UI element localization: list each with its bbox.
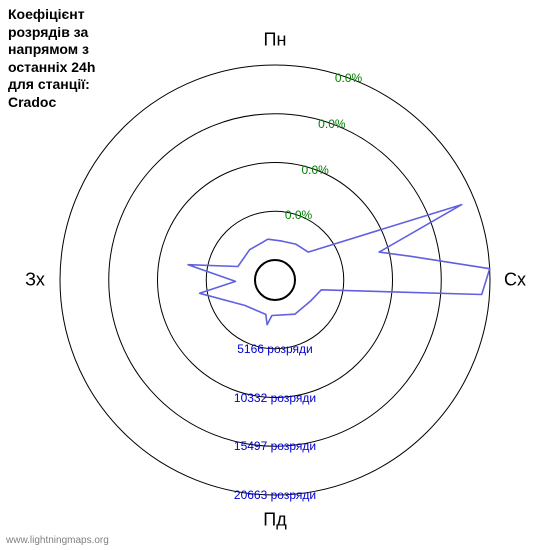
percent-label: 0.0% <box>335 71 362 85</box>
percent-label: 0.0% <box>318 117 345 131</box>
count-label: 15497 розряди <box>234 439 316 453</box>
footer-link: www.lightningmaps.org <box>6 535 109 546</box>
count-label: 20663 розряди <box>234 488 316 502</box>
chart-title: Коефіцієнт розрядів за напрямом з останн… <box>8 6 95 111</box>
direction-label: Пд <box>263 510 286 531</box>
percent-label: 0.0% <box>301 163 328 177</box>
percent-label: 0.0% <box>285 208 312 222</box>
count-label: 5166 розряди <box>237 342 313 356</box>
direction-label: Сх <box>504 270 526 291</box>
count-label: 10332 розряди <box>234 391 316 405</box>
direction-label: Пн <box>264 30 287 51</box>
direction-label: Зх <box>25 270 45 291</box>
